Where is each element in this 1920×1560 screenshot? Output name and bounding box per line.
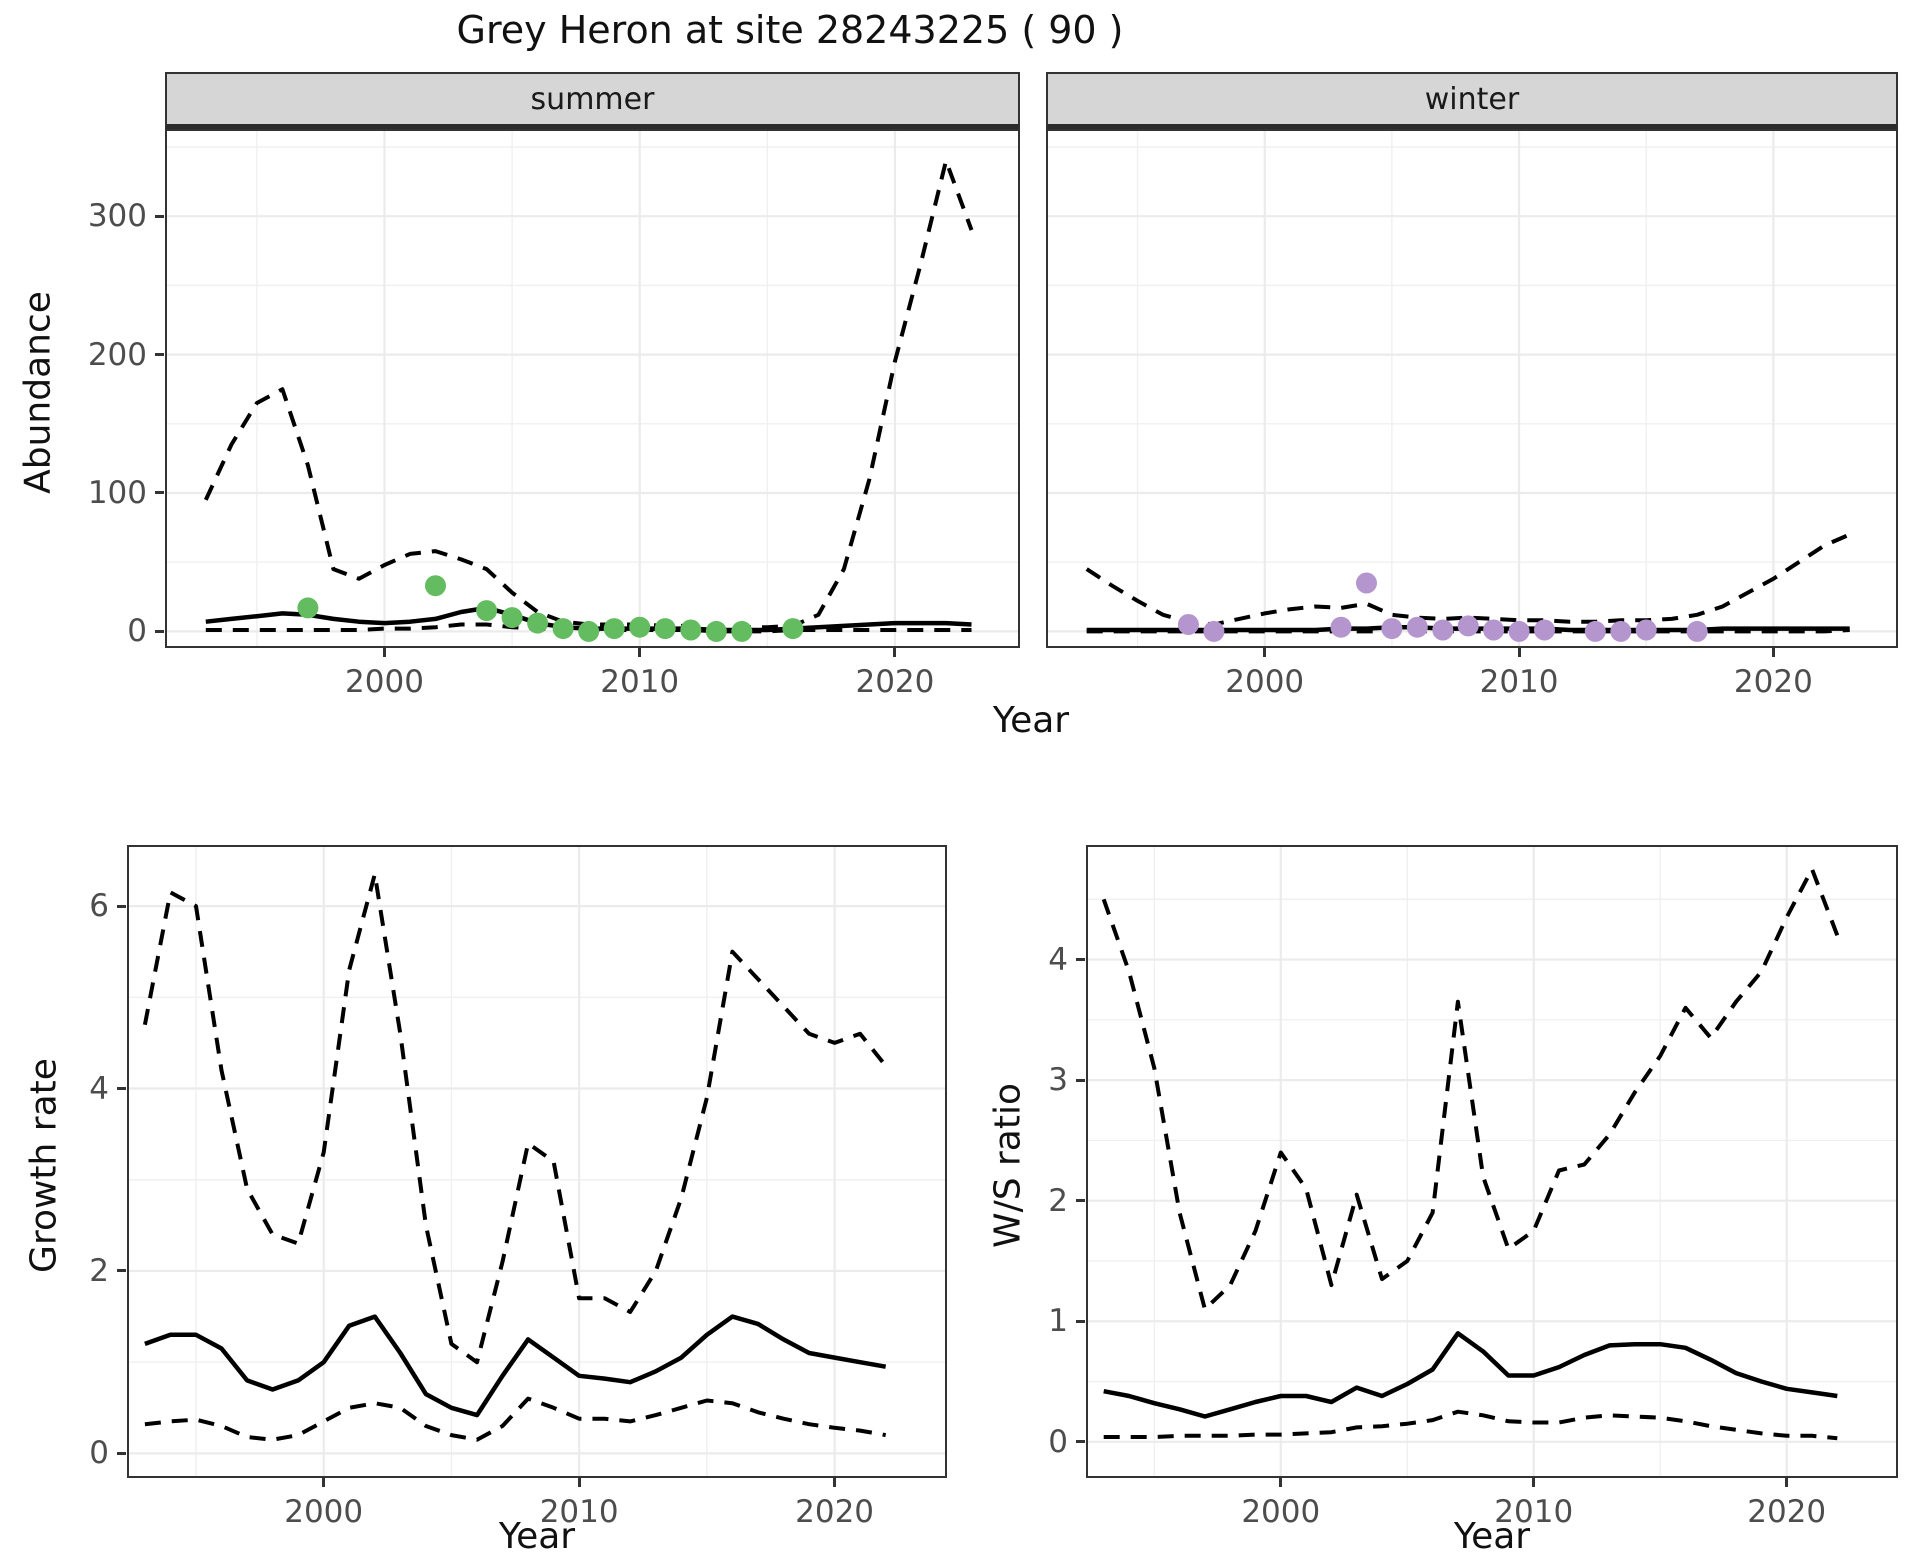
y-axis-tick	[155, 629, 164, 633]
y-axis-tick	[1076, 958, 1085, 962]
summer-observed-point	[731, 620, 753, 642]
winter-observed-point	[1686, 620, 1708, 642]
x-axis-tick	[322, 1478, 326, 1487]
y-axis-tick-label: 300	[87, 198, 147, 235]
summer-observed-point	[552, 618, 574, 640]
x-axis-tick-label: 2020	[855, 664, 935, 700]
summer-observed-point	[527, 612, 549, 634]
growth-upper_ci-line	[142, 872, 888, 1365]
x-axis-tick	[833, 1478, 837, 1487]
y-axis-tick-label: 4	[89, 1070, 109, 1107]
y-axis-tick-label: 0	[127, 613, 147, 650]
summer-observed-point	[782, 618, 804, 640]
x-axis-title-growth: Year	[498, 1516, 576, 1557]
ws-lower_ci-line	[1103, 1409, 1838, 1441]
summer-observed-point	[425, 575, 446, 597]
y-axis-tick	[1076, 1199, 1085, 1203]
y-axis-tick-label: 2	[89, 1252, 109, 1289]
x-axis-tick-label: 2010	[1494, 1494, 1574, 1530]
winter-observed-point	[1610, 620, 1632, 642]
y-axis-tick-label: 4	[1048, 941, 1068, 978]
facet-strip-summer: summer	[165, 72, 1020, 129]
summer-observed-point	[578, 620, 600, 642]
chart-panel-summer	[165, 129, 1020, 648]
y-axis-tick-label: 200	[87, 336, 147, 373]
x-axis-tick-label: 2020	[1733, 664, 1813, 700]
x-axis-tick-label: 2010	[539, 1494, 619, 1530]
x-axis-tick	[382, 648, 386, 657]
facet-strip-summer-label: summer	[530, 81, 655, 117]
y-axis-tick	[117, 1451, 126, 1455]
x-axis-tick	[1263, 648, 1267, 657]
x-axis-tick-label: 2010	[1479, 664, 1559, 700]
facet-strip-winter-label: winter	[1424, 81, 1520, 117]
x-axis-tick	[1517, 648, 1521, 657]
x-axis-tick-label: 2020	[1747, 1494, 1827, 1530]
x-axis-tick	[1279, 1478, 1283, 1487]
y-axis-title-ws-ratio: W/S ratio	[987, 1082, 1029, 1249]
winter-observed-point	[1330, 616, 1352, 638]
y-axis-tick-label: 0	[89, 1435, 109, 1472]
y-axis-tick	[117, 904, 126, 908]
chart-panel-ws	[1086, 845, 1898, 1478]
summer-observed-point	[629, 616, 651, 638]
winter-observed-point	[1483, 619, 1505, 641]
x-axis-tick-label: 2020	[795, 1494, 875, 1530]
y-axis-tick	[155, 214, 164, 218]
y-axis-tick	[117, 1269, 126, 1273]
x-axis-title-top: Year	[992, 700, 1070, 741]
y-axis-tick	[1076, 1440, 1085, 1444]
winter-observed-point	[1381, 618, 1403, 640]
x-axis-tick	[893, 648, 897, 657]
y-axis-tick-label: 1	[1048, 1303, 1068, 1340]
summer-observed-point	[654, 618, 676, 640]
winter-observed-point	[1635, 619, 1657, 641]
y-axis-tick-label: 0	[1048, 1423, 1068, 1460]
winter-observed-point	[1584, 620, 1606, 642]
summer-observed-point	[297, 597, 319, 619]
chart-panel-growth	[127, 845, 947, 1478]
ws-fit-line	[1103, 1331, 1838, 1419]
winter-observed-point	[1534, 619, 1555, 641]
winter-observed-point	[1508, 620, 1530, 642]
growth-lower_ci-line	[144, 1396, 887, 1442]
y-axis-tick	[1076, 1078, 1085, 1082]
summer-observed-point	[705, 620, 727, 642]
growth-fit-line	[144, 1314, 887, 1418]
x-axis-tick	[638, 648, 642, 657]
winter-observed-point	[1432, 619, 1454, 641]
y-axis-tick-label: 2	[1048, 1182, 1068, 1219]
winter-observed-point	[1203, 620, 1225, 642]
summer-observed-point	[603, 618, 625, 640]
y-axis-tick	[1076, 1319, 1085, 1323]
x-axis-title-ws: Year	[1453, 1516, 1531, 1557]
x-axis-tick	[577, 1478, 581, 1487]
winter-observed-point	[1406, 616, 1428, 638]
winter-observed-point	[1457, 615, 1479, 637]
x-axis-tick-label: 2010	[600, 664, 680, 700]
x-axis-tick-label: 2000	[1225, 664, 1305, 700]
x-axis-tick	[1785, 1478, 1789, 1487]
facet-strip-winter: winter	[1046, 72, 1898, 129]
winter-observed-point	[1177, 614, 1199, 635]
y-axis-tick-label: 6	[89, 888, 109, 925]
x-axis-tick	[1771, 648, 1775, 657]
x-axis-tick-label: 2000	[345, 664, 424, 700]
y-axis-tick	[117, 1087, 126, 1091]
summer-observed-point	[476, 600, 498, 622]
y-axis-tick-label: 100	[87, 474, 147, 511]
y-axis-tick-label: 3	[1048, 1062, 1068, 1099]
plot-title: Grey Heron at site 28243225 ( 90 )	[456, 8, 1124, 52]
x-axis-tick	[1532, 1478, 1536, 1487]
y-axis-tick	[155, 491, 164, 495]
summer-observed-point	[501, 607, 523, 629]
y-axis-tick	[155, 353, 164, 357]
x-axis-tick-label: 2000	[1241, 1494, 1321, 1530]
x-axis-tick-label: 2000	[284, 1494, 364, 1530]
summer-observed-point	[680, 619, 702, 641]
winter-observed-point	[1356, 572, 1377, 594]
chart-panel-winter	[1046, 129, 1898, 648]
